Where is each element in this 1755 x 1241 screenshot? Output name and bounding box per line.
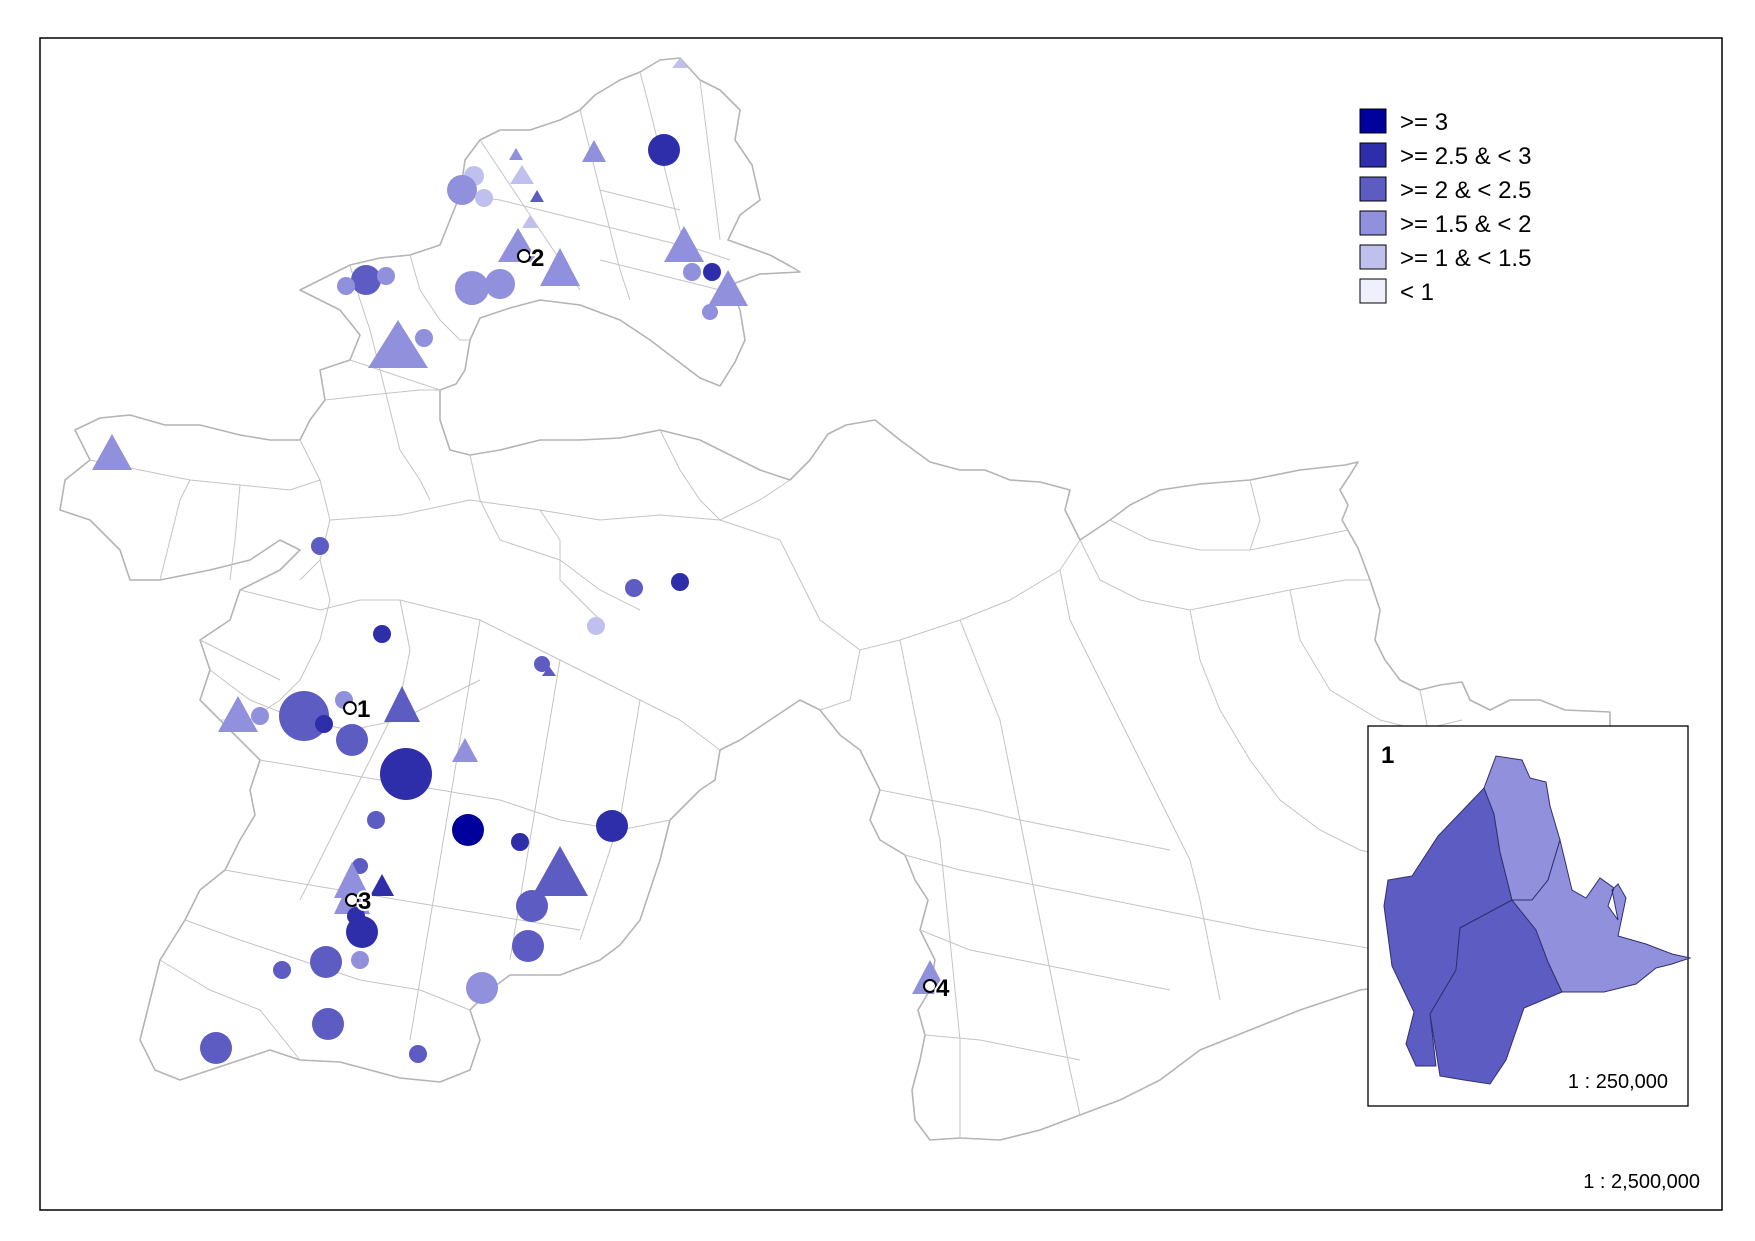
place-number-4: 4 [936, 975, 950, 1002]
inset-map: 1 1 : 250,000 [1367, 725, 1692, 1107]
circle-marker [534, 656, 550, 672]
triangle-marker [92, 434, 132, 470]
circle-marker [312, 1008, 344, 1040]
circle-marker [315, 715, 333, 733]
triangle-marker [530, 190, 544, 202]
map-scale: 1 : 2,500,000 [1583, 1171, 1700, 1193]
circle-marker [377, 267, 395, 285]
place-number-1: 1 [357, 696, 370, 723]
circle-marker [367, 811, 385, 829]
triangle-marker [582, 140, 606, 162]
place-number-3: 3 [358, 888, 371, 915]
triangle-marker [664, 226, 704, 262]
circle-marker [447, 175, 477, 205]
circle-marker [452, 814, 484, 846]
triangle-marker [522, 215, 538, 228]
triangle-marker [384, 686, 420, 722]
circle-marker [251, 707, 269, 725]
legend-swatch [1359, 142, 1387, 168]
legend-swatch [1359, 176, 1387, 202]
circle-marker [380, 748, 432, 800]
circle-marker [273, 961, 291, 979]
legend-item: >= 1.5 & < 2 [1359, 210, 1531, 238]
legend-item: >= 2.5 & < 3 [1359, 142, 1531, 170]
circle-marker [671, 573, 689, 591]
legend-swatch [1359, 108, 1387, 134]
circle-marker [625, 579, 643, 597]
inset-scale: 1 : 250,000 [1568, 1071, 1668, 1093]
circle-marker [485, 269, 515, 299]
place-labels: 1 2 3 4 [343, 243, 952, 1004]
triangle-marker [708, 270, 748, 306]
triangle-marker [368, 320, 428, 368]
triangle-marker [532, 846, 588, 896]
legend-label: >= 1 & < 1.5 [1400, 245, 1531, 272]
place-marker-4 [923, 979, 937, 993]
legend-swatch [1359, 210, 1387, 236]
circle-marker [351, 951, 369, 969]
legend-label: >= 2 & < 2.5 [1400, 177, 1531, 204]
circle-marker [455, 271, 489, 305]
circle-marker [702, 304, 718, 320]
triangle-marker [540, 248, 580, 286]
triangle-marker [912, 960, 948, 994]
inset-district-east [1510, 838, 1692, 993]
triangle-marker [510, 165, 534, 184]
circle-marker [311, 537, 329, 555]
legend-item: < 1 [1359, 278, 1434, 306]
circle-marker [310, 946, 342, 978]
circle-marker [512, 930, 544, 962]
place-number-2: 2 [531, 245, 544, 272]
legend-item: >= 2 & < 2.5 [1359, 176, 1531, 204]
inset-label: 1 [1381, 742, 1394, 769]
triangle-marker [452, 738, 478, 762]
circle-marker [648, 134, 680, 166]
triangle-marker [672, 58, 688, 68]
circle-marker [337, 277, 355, 295]
legend-label: >= 2.5 & < 3 [1400, 143, 1531, 170]
circle-marker [415, 329, 433, 347]
legend: >= 3 >= 2.5 & < 3 >= 2 & < 2.5 >= 1.5 & … [1359, 108, 1531, 306]
circle-marker [373, 625, 391, 643]
place-marker-2 [517, 249, 531, 263]
circle-marker [596, 810, 628, 842]
legend-swatch [1359, 244, 1387, 270]
place-marker-3 [345, 893, 359, 907]
legend-label: >= 1.5 & < 2 [1400, 211, 1531, 238]
triangle-marker [509, 148, 523, 160]
circle-marker [475, 189, 493, 207]
map-symbols [92, 58, 948, 1064]
place-marker-1 [343, 701, 357, 715]
circle-marker [200, 1032, 232, 1064]
circle-marker [587, 617, 605, 635]
circle-marker [351, 265, 381, 295]
legend-label: < 1 [1400, 279, 1434, 306]
legend-item: >= 3 [1359, 108, 1448, 136]
circle-marker [346, 916, 378, 948]
district-boundaries [89, 71, 1571, 1138]
legend-label: >= 3 [1400, 109, 1448, 136]
circle-marker [336, 724, 368, 756]
triangle-marker [218, 696, 258, 732]
triangle-marker [542, 666, 556, 676]
circle-marker [703, 263, 721, 281]
circle-marker [516, 890, 548, 922]
triangle-marker [370, 874, 394, 896]
legend-swatch [1359, 278, 1387, 304]
circle-marker [409, 1045, 427, 1063]
circle-marker [511, 833, 529, 851]
circle-marker [466, 972, 498, 1004]
circle-marker [683, 263, 701, 281]
legend-item: >= 1 & < 1.5 [1359, 244, 1531, 272]
